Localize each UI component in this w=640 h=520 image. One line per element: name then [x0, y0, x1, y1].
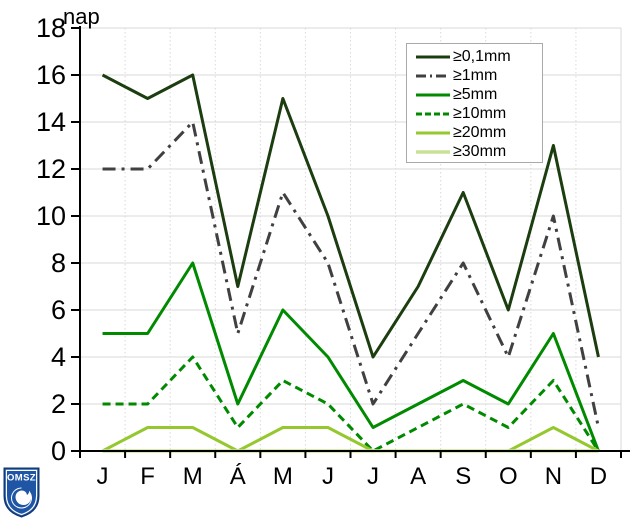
logo-text: OMSZ	[7, 473, 36, 484]
legend-line-sample	[416, 149, 450, 154]
legend-item-2: ≥5mm	[415, 85, 542, 104]
x-tick-label: J	[322, 463, 334, 490]
y-tick-label: 14	[36, 107, 66, 137]
y-tick-label: 10	[36, 201, 66, 231]
omsz-logo: OMSZ	[3, 467, 40, 518]
legend-item-1: ≥1mm	[415, 66, 542, 85]
legend-line-sample	[416, 112, 450, 115]
x-tick-label: F	[140, 463, 155, 490]
gridlines	[80, 27, 622, 451]
y-tick-label: 0	[51, 436, 66, 466]
x-tick-label: J	[367, 463, 379, 490]
legend-label-0: ≥0,1mm	[453, 48, 511, 65]
logo-shield-inner-border	[5, 469, 38, 516]
x-tick-label: S	[455, 463, 471, 490]
legend-line-sample	[416, 131, 450, 134]
legend-item-0: ≥0,1mm	[415, 47, 542, 66]
legend-line-sample	[416, 93, 450, 96]
x-tick-label: N	[545, 463, 562, 490]
legend-label-3: ≥10mm	[453, 105, 507, 122]
series-line-2	[102, 261, 600, 452]
x-tick-label: M	[183, 463, 203, 490]
series-line-4	[101, 426, 600, 453]
legend-label-1: ≥1mm	[453, 67, 498, 84]
legend-line-sample	[416, 74, 450, 77]
axes	[71, 26, 630, 458]
y-axis-title: nap	[63, 4, 100, 29]
y-tick-label: 6	[51, 295, 66, 325]
series-line-0	[101, 73, 600, 359]
x-tick-label: M	[273, 463, 293, 490]
y-tick-label: 16	[36, 60, 66, 90]
y-tick-label: 4	[51, 342, 66, 372]
y-tick-label: 2	[51, 389, 66, 419]
y-tick-label: 12	[36, 154, 66, 184]
y-tick-label: 8	[51, 248, 66, 278]
axis-labels: 0 2 4 6 8 10 12 14 16 18 J F M Á M J J A S O N D	[36, 13, 607, 490]
x-tick-label: A	[410, 463, 426, 490]
x-tick-label: O	[499, 463, 518, 490]
legend-label-4: ≥20mm	[453, 124, 507, 141]
x-tick-label: J	[97, 463, 109, 490]
x-tick-label: Á	[230, 463, 246, 490]
legend-label-2: ≥5mm	[453, 86, 498, 103]
legend-item-5: ≥30mm	[415, 142, 542, 161]
legend-label-5: ≥30mm	[453, 143, 507, 160]
legend-item-4: ≥20mm	[415, 123, 542, 142]
legend-item-3: ≥10mm	[415, 104, 542, 123]
legend: ≥0,1mm ≥1mm ≥5mm ≥10mm ≥20mm ≥30mm	[406, 43, 543, 163]
legend-line-sample	[416, 55, 450, 58]
logo-wave-swirl	[12, 486, 31, 508]
x-tick-label: D	[590, 463, 607, 490]
y-tick-label: 18	[36, 13, 66, 43]
series-line-3	[102, 355, 600, 453]
